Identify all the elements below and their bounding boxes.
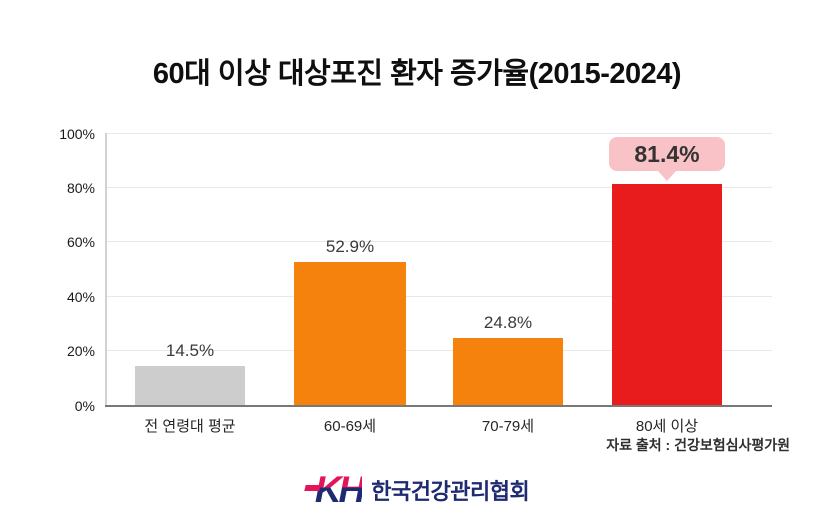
chart-title: 60대 이상 대상포진 환자 증가율(2015-2024) xyxy=(152,58,682,90)
bar-group-80-plus: 81.4% 80세 이상 xyxy=(609,136,725,435)
bar-group-70-79: 24.8% 70-79세 xyxy=(453,313,563,435)
bar-chart: 0% 20% 40% 60% 80% 100% 14.5% 전 연령대 평균 5… xyxy=(59,126,772,435)
y-axis-tick: 0% xyxy=(74,398,95,414)
kh-logo-mark: KH xyxy=(304,469,365,510)
gridline-20 xyxy=(105,350,772,352)
y-axis-tick: 20% xyxy=(66,343,95,360)
kh-logo: KH 한국건강관리협회 xyxy=(0,468,834,512)
y-axis-tick: 80% xyxy=(66,179,95,196)
x-axis-line xyxy=(105,405,772,407)
gridline-80 xyxy=(105,186,772,188)
org-name: 한국건강관리협회 xyxy=(371,479,530,504)
bar xyxy=(135,366,245,406)
gridline-60 xyxy=(105,241,772,243)
value-label: 52.9% xyxy=(325,236,375,256)
value-label: 14.5% xyxy=(165,341,215,361)
category-label: 60-69세 xyxy=(323,418,377,435)
highlight-badge: 81.4% xyxy=(609,136,725,171)
bar xyxy=(612,183,722,406)
value-label: 24.8% xyxy=(483,313,533,333)
kh-logo-dash xyxy=(304,485,321,491)
y-axis-tick: 40% xyxy=(66,288,95,305)
gridline-100 xyxy=(105,133,772,134)
bar xyxy=(294,261,406,406)
gridline-40 xyxy=(105,295,772,297)
y-axis-tick: 100% xyxy=(59,126,95,142)
category-label: 80세 이상 xyxy=(635,418,699,435)
source-text: 자료 출처 : 건강보험심사평가원 xyxy=(606,437,790,453)
y-axis-tick: 60% xyxy=(66,234,95,251)
bar-group-all-ages-average: 14.5% 전 연령대 평균 xyxy=(135,341,245,435)
bar xyxy=(453,338,563,406)
kh-logo-letters: KH xyxy=(314,469,365,510)
category-label: 70-79세 xyxy=(481,418,535,435)
bar-group-60-69: 52.9% 60-69세 xyxy=(294,236,406,435)
y-axis-line xyxy=(105,133,107,406)
category-label: 전 연령대 평균 xyxy=(144,418,236,435)
